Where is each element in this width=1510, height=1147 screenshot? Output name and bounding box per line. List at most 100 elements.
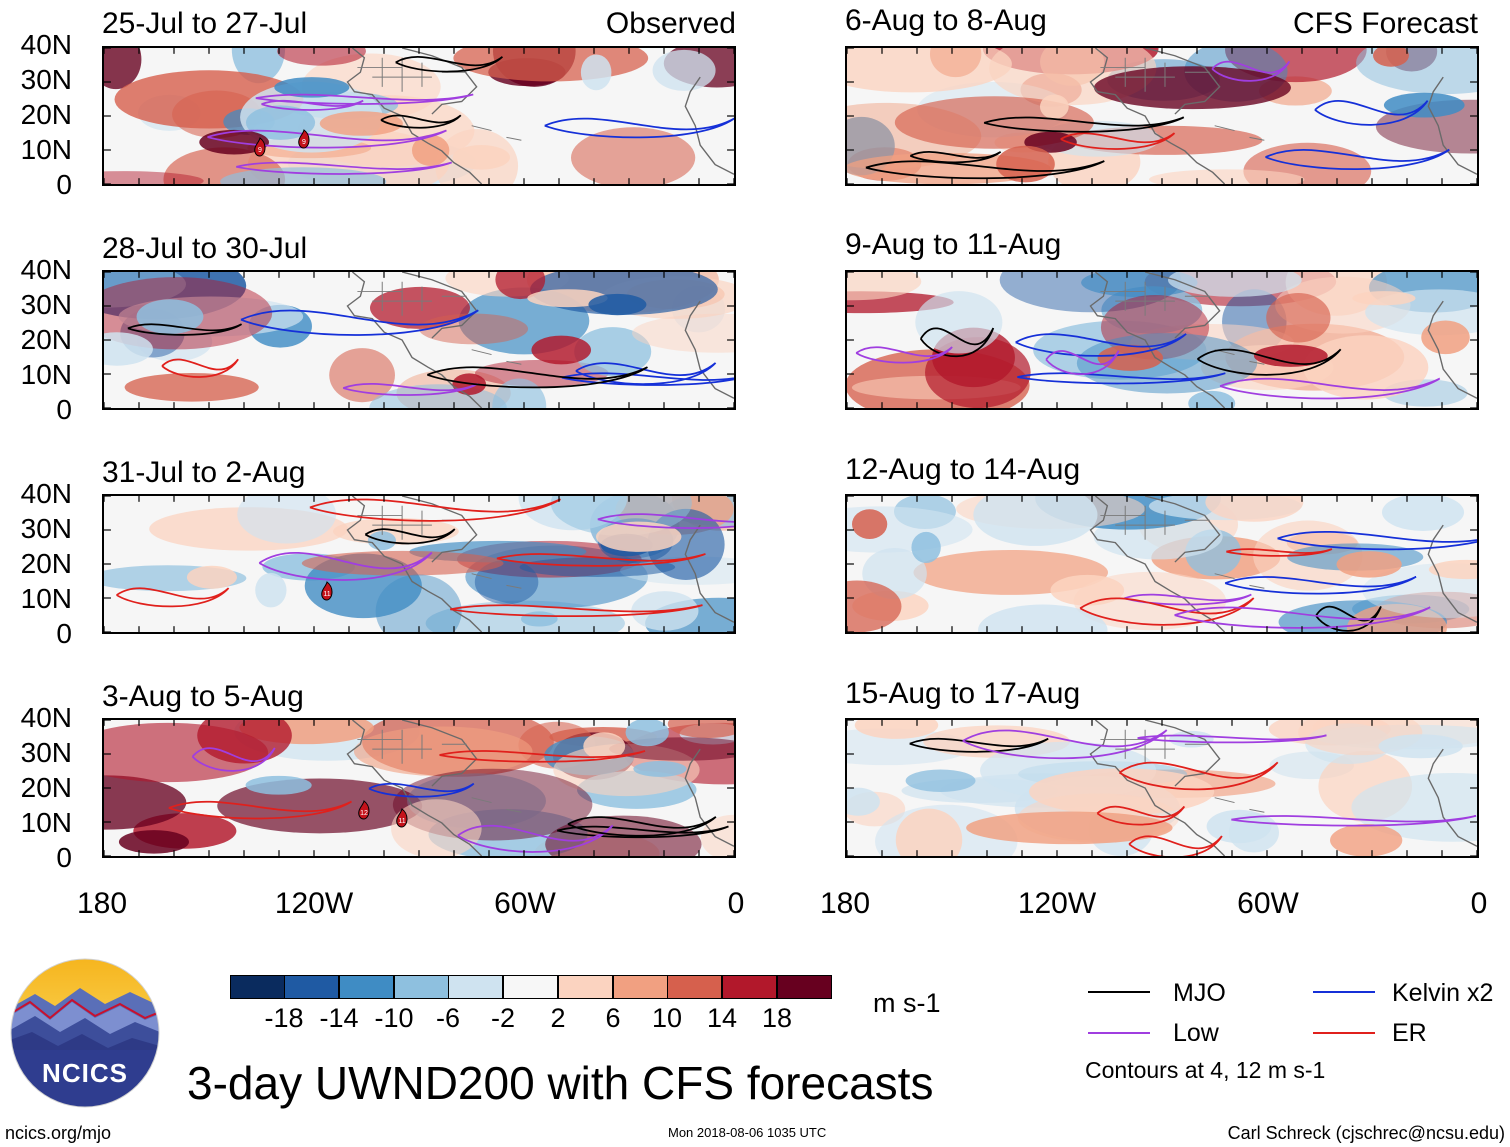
colorbar-units: m s-1 (873, 988, 941, 1018)
lon-label: 0 (1470, 887, 1488, 920)
panel-8-field (847, 720, 1477, 856)
lat-label: 40N (20, 478, 72, 509)
lat-label: 0 (56, 169, 72, 200)
legend-label-kelvin: Kelvin x2 (1392, 979, 1494, 1007)
lat-label: 10N (20, 359, 72, 390)
panel-3-map (102, 494, 736, 634)
lon-label: 60W (494, 887, 556, 920)
storm-number: 11 (398, 818, 405, 825)
colorbar-swatch (558, 975, 613, 999)
legend-label-er: ER (1392, 1019, 1427, 1047)
storm-number: 9 (302, 139, 306, 146)
storm-marker: 11 (395, 808, 409, 833)
colorbar-swatch (613, 975, 668, 999)
lat-label: 0 (56, 842, 72, 873)
panel-7-map (845, 494, 1479, 634)
observed-label: Observed (605, 7, 736, 40)
lat-label: 20N (20, 772, 72, 803)
storm-marker: 11 (320, 581, 334, 606)
panel-4-field (104, 720, 734, 856)
legend-line-mjo (1088, 991, 1150, 993)
panel-2-map (102, 270, 736, 410)
footer-author: Carl Schreck (cjschrec@ncsu.edu) (1227, 1123, 1505, 1143)
colorbar-swatch (448, 975, 503, 999)
lat-label: 30N (20, 513, 72, 544)
panel-5-field (847, 48, 1477, 184)
panel-8-map (845, 718, 1479, 858)
panel-8-title: 15-Aug to 17-Aug (845, 677, 1081, 710)
legend-line-er (1313, 1032, 1375, 1034)
panel-1-title: 25-Jul to 27-Jul (102, 7, 308, 40)
colorbar-label: -10 (374, 1003, 414, 1033)
lon-label: 0 (727, 887, 745, 920)
lat-label: 20N (20, 324, 72, 355)
colorbar-label: 10 (651, 1003, 683, 1033)
lat-label: 20N (20, 99, 72, 130)
colorbar-label: -2 (490, 1003, 515, 1033)
storm-number: 11 (323, 591, 330, 598)
panel-3-field (104, 496, 734, 632)
legend-line-kelvin (1313, 991, 1375, 993)
panel-5-map (845, 46, 1479, 186)
panel-1-field (104, 48, 734, 184)
colorbar-label: 14 (706, 1003, 738, 1033)
colorbar-label: -14 (319, 1003, 359, 1033)
lat-label: 20N (20, 548, 72, 579)
lat-label: 40N (20, 702, 72, 733)
lon-label: 60W (1237, 887, 1299, 920)
legend-label-mjo: MJO (1173, 979, 1226, 1007)
lon-label: 180 (76, 887, 128, 920)
colorbar-label: -6 (435, 1003, 460, 1033)
colorbar-label: 18 (761, 1003, 793, 1033)
logo-text: NCICS (42, 1058, 128, 1088)
panel-2-title: 28-Jul to 30-Jul (102, 232, 308, 265)
lon-label: 180 (819, 887, 871, 920)
storm-marker: 9 (297, 129, 311, 154)
storm-marker: 9 (253, 137, 267, 162)
lat-label: 10N (20, 583, 72, 614)
colorbar-swatch (284, 975, 339, 999)
lat-label: 0 (56, 618, 72, 649)
lat-label: 30N (20, 64, 72, 95)
panel-4-title: 3-Aug to 5-Aug (102, 680, 304, 713)
lat-label: 10N (20, 807, 72, 838)
ncics-logo: NCICS (10, 958, 160, 1108)
lat-label: 40N (20, 29, 72, 60)
panel-7-field (847, 496, 1477, 632)
colorbar-label: 2 (550, 1003, 566, 1033)
lon-label: 120W (1017, 887, 1097, 920)
colorbar: -18 -14 -10 -6 -2 2 6 10 14 18 (230, 975, 832, 1035)
main-title: 3-day UWND200 with CFS forecasts (187, 1057, 934, 1109)
storm-marker: 12 (357, 800, 371, 825)
lon-label: 120W (274, 887, 354, 920)
lat-label: 40N (20, 254, 72, 285)
footer-url[interactable]: ncics.org/mjo (5, 1123, 112, 1143)
panel-3-title: 31-Jul to 2-Aug (102, 456, 306, 489)
legend-label-low: Low (1173, 1019, 1219, 1047)
panel-6-field (847, 272, 1477, 408)
panel-7-title: 12-Aug to 14-Aug (845, 453, 1081, 486)
colorbar-swatch (230, 975, 285, 999)
contour-note: Contours at 4, 12 m s-1 (1085, 1057, 1326, 1083)
colorbar-label: 6 (605, 1003, 621, 1033)
panel-6-map (845, 270, 1479, 410)
storm-number: 9 (258, 147, 262, 154)
footer-timestamp: Mon 2018-08-06 1035 UTC (668, 1125, 827, 1140)
panel-2-field (104, 272, 734, 408)
colorbar-swatch (394, 975, 449, 999)
panel-6-title: 9-Aug to 11-Aug (845, 228, 1062, 261)
colorbar-swatch (503, 975, 558, 999)
storm-number: 12 (360, 810, 368, 817)
colorbar-swatch (722, 975, 777, 999)
colorbar-swatch (667, 975, 722, 999)
lat-label: 10N (20, 134, 72, 165)
colorbar-label: -18 (264, 1003, 304, 1033)
panel-5-title: 6-Aug to 8-Aug (845, 4, 1047, 37)
lat-label: 30N (20, 289, 72, 320)
colorbar-swatch (777, 975, 832, 999)
legend-line-low (1088, 1032, 1150, 1034)
lat-label: 30N (20, 737, 72, 768)
panel-1-map (102, 46, 736, 186)
forecast-label: CFS Forecast (1292, 7, 1478, 40)
lat-label: 0 (56, 394, 72, 425)
